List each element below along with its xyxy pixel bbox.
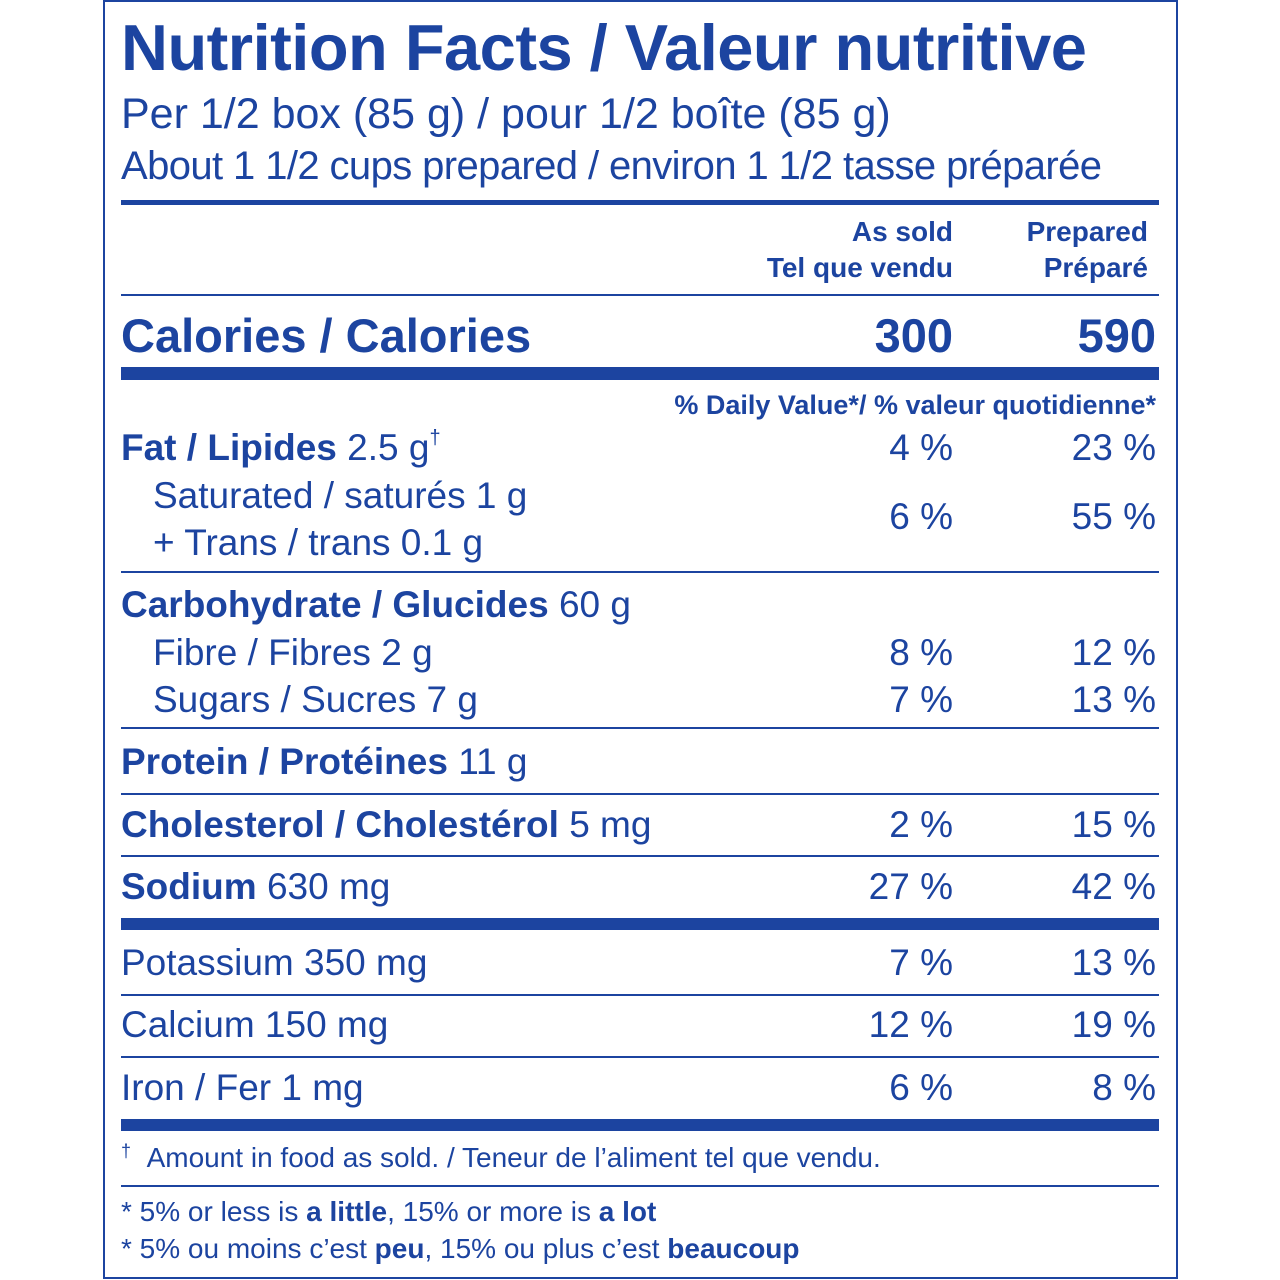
calories-row: Calories / Calories 300 590: [121, 310, 1159, 362]
saturated-label: Saturated / saturés 1 g: [153, 475, 528, 516]
cholesterol-label: Cholesterol / Cholestérol: [121, 804, 559, 845]
divider: [121, 855, 1159, 857]
iron-prepared: 8 %: [1092, 1067, 1156, 1108]
potassium-prepared: 13 %: [1071, 942, 1156, 983]
column-header-as-sold: As sold Tel que vendu: [767, 214, 953, 286]
carbohydrate-amount: 60 g: [558, 584, 631, 625]
calcium-as-sold: 12 %: [868, 1004, 953, 1045]
sugars-prepared: 13 %: [1071, 679, 1156, 720]
fn-bold: beaucoup: [667, 1233, 800, 1264]
nutrient-row-sodium: Sodium 630 mg 27 % 42 %: [121, 867, 1159, 907]
sodium-prepared: 42 %: [1071, 866, 1156, 907]
footnote-dagger: † Amount in food as sold. / Teneur de l’…: [121, 1141, 881, 1175]
fat-amount: 2.5 g: [347, 427, 430, 468]
divider: [121, 1056, 1159, 1058]
as-sold-en: As sold: [851, 216, 953, 247]
calcium-prepared: 19 %: [1071, 1004, 1156, 1045]
nutrient-row-protein: Protein / Protéines 11 g: [121, 742, 1159, 782]
potassium-as-sold: 7 %: [889, 942, 953, 983]
calories-label: Calories / Calories: [121, 309, 532, 362]
divider: [121, 793, 1159, 795]
fn-text: * 5% ou moins c’est: [121, 1233, 375, 1264]
fibre-label: Fibre / Fibres 2 g: [153, 632, 433, 673]
thick-divider: [121, 918, 1159, 930]
calories-as-sold: 300: [874, 309, 953, 362]
prepared-fr: Préparé: [1043, 252, 1148, 283]
fibre-prepared: 12 %: [1071, 632, 1156, 673]
nutrient-row-sugars: Sugars / Sucres 7 g 7 % 13 %: [121, 680, 1159, 720]
prepared-en: Prepared: [1026, 216, 1148, 247]
calcium-label: Calcium 150 mg: [121, 1004, 389, 1045]
fat-label: Fat / Lipides: [121, 427, 337, 468]
nutrient-row-fat: Fat / Lipides 2.5 g† 4 % 23 %: [121, 428, 1159, 468]
iron-as-sold: 6 %: [889, 1067, 953, 1108]
thick-divider: [121, 367, 1159, 380]
divider: [121, 727, 1159, 729]
protein-label: Protein / Protéines: [121, 741, 448, 782]
cholesterol-amount: 5 mg: [569, 804, 652, 845]
footnote-daily-value-fr: * 5% ou moins c’est peu, 15% ou plus c’e…: [121, 1232, 800, 1266]
label-title: Nutrition Facts / Valeur nutritive: [121, 11, 1087, 84]
carbohydrate-label: Carbohydrate / Glucides: [121, 584, 549, 625]
divider: [121, 571, 1159, 573]
saturated-trans-values: 6 % 55 %: [121, 497, 1159, 537]
divider: [121, 994, 1159, 996]
fibre-as-sold: 8 %: [889, 632, 953, 673]
nutrient-row-carbohydrate: Carbohydrate / Glucides 60 g: [121, 585, 1159, 625]
nutrient-row-saturated: Saturated / saturés 1 g: [121, 476, 1159, 516]
protein-amount: 11 g: [458, 741, 528, 782]
fn-text: * 5% or less is: [121, 1196, 307, 1227]
dagger-mark: †: [429, 427, 441, 449]
nutrient-row-fibre: Fibre / Fibres 2 g 8 % 12 %: [121, 633, 1159, 673]
dagger-text: Amount in food as sold. / Teneur de l’al…: [146, 1142, 881, 1173]
fn-bold: peu: [374, 1233, 425, 1264]
fn-text: , 15% ou plus c’est: [424, 1233, 668, 1264]
sodium-label: Sodium: [121, 866, 257, 907]
fat-prepared: 23 %: [1071, 427, 1156, 468]
fn-text: , 15% or more is: [387, 1196, 599, 1227]
nutrient-row-cholesterol: Cholesterol / Cholestérol 5 mg 2 % 15 %: [121, 805, 1159, 845]
serving-size: Per 1/2 box (85 g) / pour 1/2 boîte (85 …: [121, 90, 891, 138]
nutrient-row-trans: + Trans / trans 0.1 g: [121, 523, 1159, 563]
potassium-label: Potassium 350 mg: [121, 942, 428, 983]
nutrient-row-potassium: Potassium 350 mg 7 % 13 %: [121, 943, 1159, 983]
footnote-daily-value-en: * 5% or less is a little, 15% or more is…: [121, 1195, 656, 1229]
nutrient-row-calcium: Calcium 150 mg 12 % 19 %: [121, 1005, 1159, 1045]
calories-prepared: 590: [1077, 309, 1156, 362]
daily-value-header: % Daily Value*/ % valeur quotidienne*: [674, 390, 1156, 420]
label-border: [103, 0, 1178, 1279]
iron-label: Iron / Fer 1 mg: [121, 1067, 364, 1108]
cholesterol-as-sold: 2 %: [889, 804, 953, 845]
sat-trans-as-sold: 6 %: [889, 496, 953, 537]
sodium-amount: 630 mg: [266, 866, 391, 907]
fat-as-sold: 4 %: [889, 427, 953, 468]
nutrient-row-iron: Iron / Fer 1 mg 6 % 8 %: [121, 1068, 1159, 1108]
thick-divider: [121, 1119, 1159, 1131]
divider: [121, 1185, 1159, 1187]
column-header-prepared: Prepared Préparé: [1027, 214, 1148, 286]
fn-bold: a little: [306, 1196, 388, 1227]
fn-bold: a lot: [598, 1196, 657, 1227]
sodium-as-sold: 27 %: [868, 866, 953, 907]
sugars-as-sold: 7 %: [889, 679, 953, 720]
dagger-mark: †: [121, 1141, 132, 1161]
serving-prepared: About 1 1/2 cups prepared / environ 1 1/…: [121, 144, 1102, 188]
divider: [121, 200, 1159, 205]
cholesterol-prepared: 15 %: [1071, 804, 1156, 845]
sugars-label: Sugars / Sucres 7 g: [153, 679, 478, 720]
sat-trans-prepared: 55 %: [1071, 496, 1156, 537]
divider: [121, 294, 1159, 296]
trans-label: + Trans / trans 0.1 g: [153, 522, 484, 563]
as-sold-fr: Tel que vendu: [766, 252, 953, 283]
